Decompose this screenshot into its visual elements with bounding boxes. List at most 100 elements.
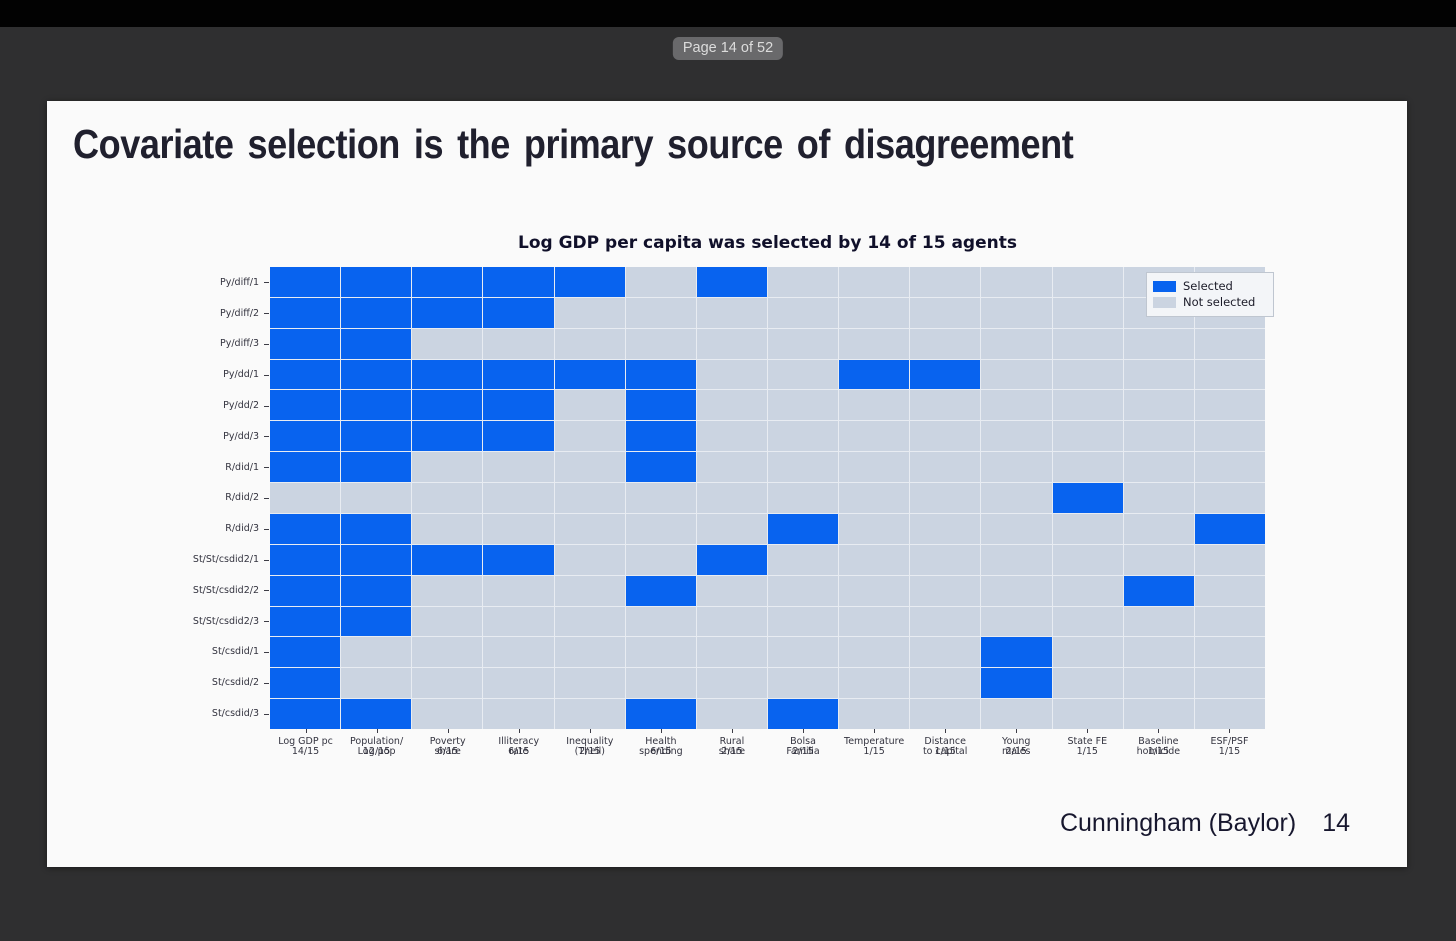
heatmap-cell [412,606,483,637]
heatmap-cell [768,483,839,513]
heatmap-cell [1194,668,1265,699]
heatmap-cell [625,575,696,606]
heatmap-cell [412,575,483,606]
heatmap-cell [1052,699,1123,729]
y-tick [264,713,269,715]
y-axis-label: St/St/csdid2/3 [192,615,259,627]
heatmap-cell [1194,328,1265,359]
heatmap-cell [625,637,696,668]
x-tick [1087,729,1089,733]
heatmap-cell [1194,637,1265,668]
y-tick [264,436,269,438]
heatmap-cell [483,513,554,544]
heatmap-cell [910,421,981,452]
heatmap-cell [554,359,625,390]
heatmap-cell [483,452,554,483]
heatmap-cell [839,390,910,421]
legend-entry-not-selected: Not selected [1153,295,1267,309]
heatmap-cell [625,483,696,513]
heatmap-cell [412,421,483,452]
x-axis-label-count: 2/15 [721,745,743,757]
x-axis-label-name: Health spending [639,736,683,757]
y-tick [264,282,269,284]
x-axis-label-name: Population/ Log pop [350,736,404,757]
x-tick [803,729,805,733]
heatmap-cell [270,328,341,359]
heatmap-cell [981,267,1052,297]
y-tick [264,621,269,623]
page-indicator-label: Page 14 of 52 [682,40,774,56]
heatmap-cell [1194,421,1265,452]
heatmap-cell [625,267,696,297]
heatmap-cell [1194,513,1265,544]
x-axis-label: Rural share 2/15 [684,737,780,756]
y-axis-label: Py/dd/3 [223,430,259,442]
y-axis-label: R/did/2 [225,492,259,504]
heatmap-cell [341,668,412,699]
heatmap-cell [554,452,625,483]
y-axis-ticks [264,267,269,729]
x-axis-label-name: Rural share [718,736,746,757]
heatmap-cell [768,328,839,359]
heatmap-cell [1052,328,1123,359]
heatmap-cell [483,699,554,729]
heatmap-cell [483,668,554,699]
heatmap-cell [412,513,483,544]
heatmap-cell [696,637,767,668]
x-axis-label-name: ESF/PSF [1210,736,1249,747]
heatmap-cell [1123,637,1194,668]
heatmap-cell [554,637,625,668]
heatmap-cell [270,575,341,606]
page-indicator: Page 14 of 52 [672,37,784,60]
legend-swatch-not-selected [1153,296,1176,308]
x-axis-labels: Log GDP pc 14/15 Population/ Log pop 12/15 P… [270,737,1265,767]
heatmap-cell [696,544,767,575]
heatmap-cell [839,421,910,452]
x-tick [874,729,876,733]
heatmap-cell [412,544,483,575]
heatmap-cell [910,513,981,544]
x-axis-label-count: 1/15 [1147,745,1170,757]
heatmap-cell [1052,421,1123,452]
heatmap-cell [981,606,1052,637]
y-tick [264,652,269,653]
heatmap-cell [981,297,1052,328]
y-axis-label: Py/dd/2 [223,400,259,412]
heatmap-cell [270,483,341,513]
footer-page-number: 14 [1322,809,1350,837]
heatmap-cell [696,699,767,729]
heatmap-cell [768,606,839,637]
heatmap-cell [696,575,767,606]
x-axis-label: ESF/PSF 1/15 [1181,736,1277,756]
y-tick [264,344,269,345]
heatmap-cell [981,483,1052,513]
heatmap-cell [270,699,341,729]
heatmap-cell [1123,421,1194,452]
x-axis-label: Population/ Log pop 12/15 [329,737,425,756]
heatmap-cell [341,297,412,328]
heatmap-cell [341,637,412,668]
x-axis-label: Health spending 6/15 [613,737,709,756]
heatmap-cell [554,267,625,297]
heatmap-cell [554,297,625,328]
y-tick [264,313,269,315]
heatmap-cell [412,359,483,390]
legend-label-not-selected: Not selected [1183,295,1256,309]
legend-label-selected: Selected [1183,279,1233,293]
heatmap-cell [768,452,839,483]
heatmap-cell [839,328,910,359]
heatmap-cell [483,359,554,390]
heatmap-cell [768,359,839,390]
heatmap-cell [1123,452,1194,483]
heatmap-cell [839,668,910,699]
heatmap-cell [341,328,412,359]
heatmap-cell [341,699,412,729]
x-axis-label: Temperature 1/15 [826,737,922,756]
y-tick [264,374,269,376]
heatmap-cell [696,452,767,483]
x-tick [376,729,378,733]
heatmap-cell [270,421,341,452]
x-axis-label: Young males 2/15 [968,737,1064,756]
heatmap-cell [696,668,767,699]
